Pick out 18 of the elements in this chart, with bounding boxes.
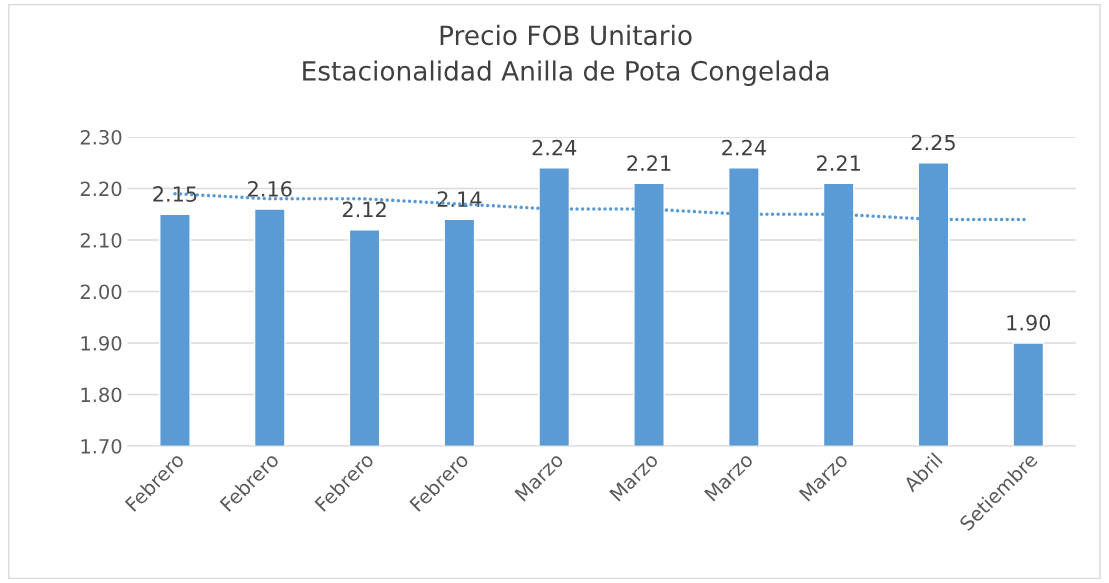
y-tick-label: 2.20 [80,181,122,197]
y-tick-label: 1.70 [81,438,122,454]
data-label: 2.24 [722,139,766,156]
data-label: 1.90 [1007,314,1051,331]
y-tick-label: 1.90 [81,335,122,351]
data-label: 2.21 [627,155,671,171]
y-tick-label: 1.80 [81,387,122,403]
y-tick-label: 2.00 [80,284,122,300]
chart-title: Precio FOB Unitario Estacionalidad Anilla de Pota Congelada [303,24,829,86]
data-label: 2.25 [911,134,955,151]
data-label: 2.16 [248,180,292,197]
data-label: 2.24 [532,139,577,156]
data-label: 2.12 [342,201,386,218]
data-label: 2.21 [817,155,860,171]
data-label: 2.14 [437,191,482,207]
y-tick-label: 2.30 [80,129,122,145]
data-label: 2.15 [153,186,197,202]
y-tick-label: 2.10 [80,232,122,248]
